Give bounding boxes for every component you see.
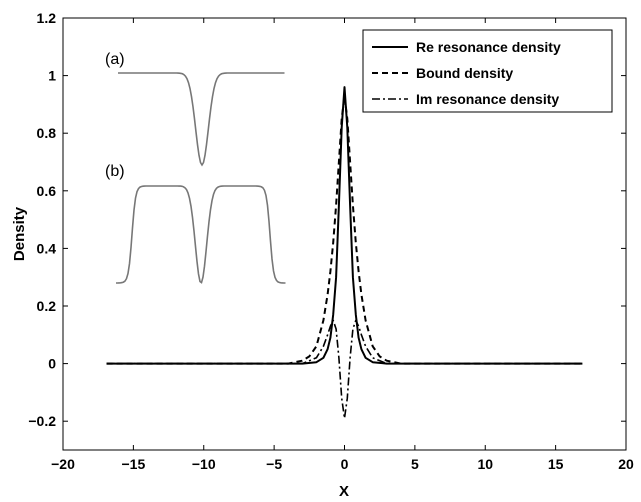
- series-re-resonance-density: [106, 86, 583, 365]
- legend-label-im-resonance: Im resonance density: [416, 91, 559, 107]
- y-tick-label: −0.2: [28, 413, 56, 429]
- x-tick-label: 5: [411, 456, 419, 472]
- x-tick-label: 0: [341, 456, 349, 472]
- y-axis-label: Density: [11, 206, 28, 261]
- series-im-resonance-density: [106, 319, 583, 420]
- legend-label-bound: Bound density: [416, 65, 513, 81]
- y-tick-label: 1: [48, 68, 56, 84]
- inset-b-well-profile: [116, 185, 286, 284]
- x-tick-label: 20: [618, 456, 634, 472]
- inset-a-well-profile: [118, 72, 285, 167]
- legend-label-re-resonance: Re resonance density: [416, 39, 561, 55]
- series-bound-density: [106, 94, 583, 365]
- x-tick-label: 10: [477, 456, 493, 472]
- inset-a-label: (a): [105, 51, 125, 68]
- y-tick-label: 0.6: [37, 183, 57, 199]
- x-axis-label: X: [339, 483, 349, 500]
- y-tick-label: 0.8: [37, 125, 57, 141]
- inset-b-label: (b): [105, 163, 125, 180]
- y-tick-label: 0.2: [37, 298, 57, 314]
- x-tick-label: 15: [548, 456, 564, 472]
- inset-schematics: (a) (b): [105, 51, 286, 284]
- x-tick-label: −10: [192, 456, 216, 472]
- y-tick-label: 1.2: [37, 10, 57, 26]
- x-tick-label: −5: [266, 456, 282, 472]
- legend: Re resonance density Bound density Im re…: [362, 29, 613, 113]
- x-tick-label: −15: [122, 456, 146, 472]
- series-layer: [106, 86, 583, 420]
- x-tick-label: −20: [51, 456, 75, 472]
- y-tick-label: 0.4: [37, 240, 57, 256]
- x-axis-ticks: −20 −15 −10 −5 0 5 10 15 20: [51, 18, 634, 472]
- y-tick-label: 0: [48, 356, 56, 372]
- y-axis-ticks: −0.2 0 0.2 0.4 0.6 0.8 1 1.2: [28, 10, 626, 429]
